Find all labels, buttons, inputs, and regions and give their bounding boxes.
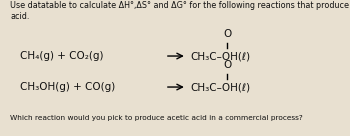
- Text: CH₃C–OH(ℓ): CH₃C–OH(ℓ): [190, 51, 250, 61]
- Text: CH₃C–OH(ℓ): CH₃C–OH(ℓ): [190, 82, 250, 92]
- Text: CH₃OH(g) + CO(g): CH₃OH(g) + CO(g): [20, 82, 116, 92]
- Text: Use datatable to calculate ΔH°,ΔS° and ΔG° for the following reactions that prod: Use datatable to calculate ΔH°,ΔS° and Δ…: [10, 1, 350, 21]
- Text: O: O: [223, 29, 231, 39]
- Text: O: O: [223, 60, 231, 70]
- Text: CH₄(g) + CO₂(g): CH₄(g) + CO₂(g): [20, 51, 104, 61]
- Text: Which reaction would you pick to produce acetic acid in a commercial process?: Which reaction would you pick to produce…: [10, 115, 303, 121]
